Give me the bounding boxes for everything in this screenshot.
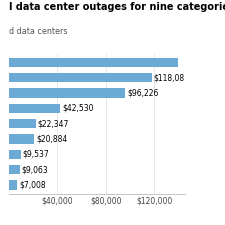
Text: $9,537: $9,537: [22, 150, 49, 159]
Bar: [9, 165, 20, 174]
Text: $42,530: $42,530: [62, 104, 94, 113]
Text: $20,884: $20,884: [36, 135, 67, 144]
Text: $96,226: $96,226: [127, 89, 159, 98]
Text: d data centers: d data centers: [9, 27, 68, 36]
Bar: [9, 73, 152, 82]
Text: l data center outages for nine categories: l data center outages for nine categorie…: [9, 2, 225, 12]
Bar: [9, 180, 18, 190]
Text: $9,063: $9,063: [22, 165, 48, 174]
Bar: [9, 150, 20, 159]
Bar: [9, 88, 126, 98]
Bar: [9, 58, 178, 67]
Bar: [9, 104, 61, 113]
Bar: [9, 135, 34, 144]
Text: $22,347: $22,347: [38, 119, 69, 128]
Text: $118,08: $118,08: [154, 73, 185, 82]
Text: $7,008: $7,008: [19, 181, 46, 190]
Bar: [9, 119, 36, 128]
